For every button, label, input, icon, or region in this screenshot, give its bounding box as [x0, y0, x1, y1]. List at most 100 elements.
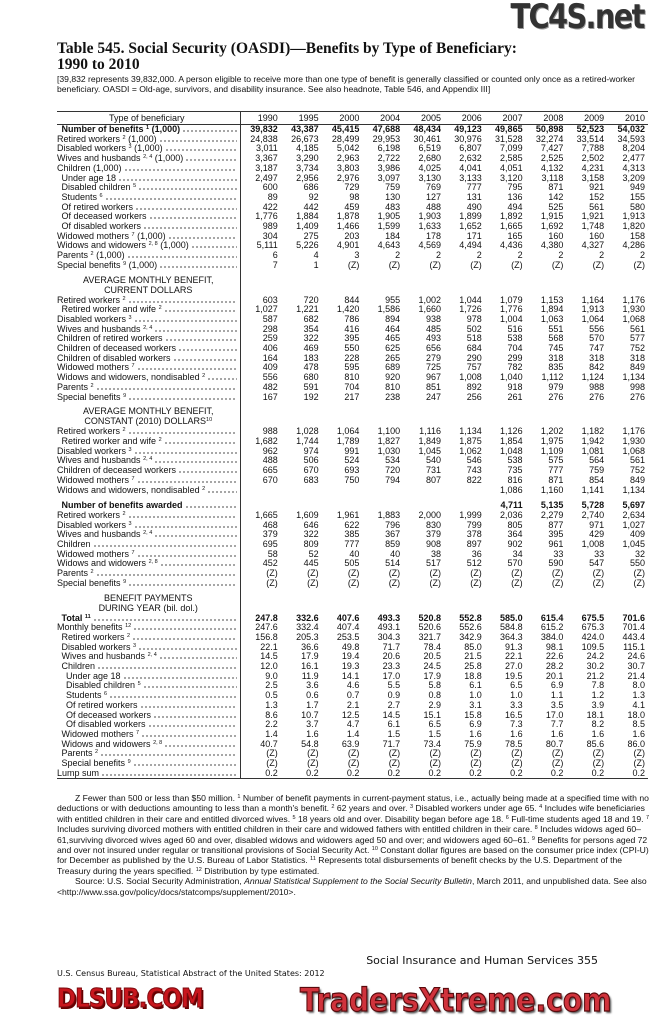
table-cell: 551	[548, 323, 564, 334]
footnote-mark: 6	[505, 814, 509, 821]
row-label-text: Widows and widowers 2, 8	[62, 740, 165, 750]
row-label-wrap: Retired workers 2	[57, 295, 239, 306]
table-cell: 332.4	[296, 622, 319, 633]
table-cell: 178	[425, 230, 441, 241]
table-cell: 1,176	[622, 426, 645, 437]
table-cell: 4.1	[632, 699, 645, 710]
table-row: Retired worker and wife 2 1,027 1,221 1,420…	[57, 305, 648, 315]
row-label-wrap: Widows and widowers 2, 8 (1,000)	[57, 241, 239, 251]
footnote-ref: 3	[128, 446, 132, 453]
table-cell: (Z)	[307, 568, 319, 579]
table-cell: 49,865	[495, 124, 523, 134]
row-label-wrap: Of retired workers	[57, 202, 239, 213]
table-cell: 561	[629, 323, 645, 334]
table-cell: 1.0	[510, 690, 523, 701]
table-cell: 1	[313, 259, 319, 270]
row-label-wrap: Number of benefits 1 (1,000)	[57, 125, 239, 135]
table-cell: 3.9	[591, 699, 605, 710]
row-label-wrap: Parents 2	[57, 382, 239, 393]
row-label-name: Widows and widowers	[57, 241, 147, 251]
table-cell: 0.2	[403, 768, 444, 780]
table-cell: 1,027	[255, 304, 278, 315]
table-cell: 0.2	[484, 768, 526, 780]
row-label-wrap: Monthly benefits 12	[57, 623, 239, 633]
table-cell: 395	[548, 529, 564, 540]
footnote-mark: 3	[409, 804, 414, 811]
table-cell: 591	[303, 381, 319, 392]
empty-cell	[240, 271, 281, 296]
row-label-text: Children	[62, 662, 98, 672]
table-cell: 897	[466, 539, 482, 550]
table-cell: 40	[349, 548, 360, 559]
table-cell: 757	[466, 362, 482, 373]
table-row: Of disabled workers 989 1,409 1,466 1,599 1,6…	[57, 221, 648, 232]
table-cell	[240, 486, 281, 496]
table-cell: 795	[507, 182, 523, 193]
row-label: Students 6	[57, 691, 241, 701]
table-cell: 518	[466, 333, 482, 344]
table-cell: 364	[507, 529, 523, 540]
table-cell: 136	[507, 191, 523, 202]
table-cell: 98.1	[545, 641, 564, 652]
table-cell: 3	[354, 250, 360, 261]
row-label: Wives and husbands 2, 4	[57, 324, 241, 335]
column-header-year: 2006	[443, 111, 485, 125]
table-cell: 203	[344, 230, 360, 241]
table-cell: 17.9	[423, 670, 441, 681]
table-cell: 493	[425, 333, 441, 344]
table-cell: 21.2	[586, 670, 605, 681]
table-cell: 11.9	[301, 670, 319, 681]
footnote-ref: 2	[90, 569, 94, 576]
row-label-name: Monthly benefits	[57, 623, 123, 633]
table-cell: 1,160	[540, 484, 564, 495]
table-cell: 20.6	[382, 651, 401, 662]
table-cell: 14.1	[341, 670, 360, 681]
footnote-ref: 3	[133, 642, 137, 649]
table-cell: 3.3	[510, 699, 523, 710]
footnote-ref: 7	[131, 363, 135, 370]
section-heading-row: AVERAGE MONTHLY BENEFIT, CONSTANT (2010) …	[57, 402, 648, 428]
table-cell: 561	[589, 201, 605, 212]
row-label-text: Disabled workers 3 (1,000)	[57, 144, 165, 154]
table-row: Parents 2 (Z) (Z) (Z) (Z) (Z) (Z) (Z) (Z) (Z) (Z)	[57, 748, 648, 760]
table-cell: 835	[548, 362, 564, 373]
table-cell: (Z)	[388, 748, 401, 759]
table-cell: 322	[303, 333, 319, 344]
table-cell: 2,976	[336, 172, 360, 183]
table-cell: 253.5	[336, 631, 360, 642]
table-cell: 16.1	[301, 661, 319, 672]
row-label: Widowed mothers 7 (1,000)	[57, 231, 241, 242]
table-cell: 1,045	[622, 539, 645, 550]
spacer-row	[57, 495, 648, 502]
table-cell: 318	[548, 352, 564, 363]
row-label-name: Widowed mothers	[57, 363, 130, 373]
row-label: Widowed mothers 7	[57, 729, 241, 740]
section-heading: AVERAGE MONTHLY BENEFIT, CONSTANT (2010) …	[57, 402, 241, 428]
table-cell: 534	[385, 455, 401, 466]
row-label-name: Parents	[57, 569, 89, 579]
column-header-year: 2004	[362, 111, 404, 125]
table-cell: (Z)	[551, 568, 564, 579]
table-cell: 777	[466, 182, 482, 193]
publication-footer: U.S. Census Bureau, Statistical Abstract…	[57, 969, 325, 978]
table-cell: 570	[507, 558, 523, 569]
table-cell: 752	[629, 343, 645, 354]
table-cell: 4,185	[296, 143, 319, 154]
table-cell: 1.3	[632, 690, 645, 701]
table-cell: (Z)	[266, 577, 278, 588]
row-label-name: Retired worker and wife	[61, 305, 157, 315]
table-cell: 445	[303, 558, 319, 569]
row-label-wrap: Children	[57, 662, 239, 672]
table-cell: 1,030	[377, 445, 401, 456]
table-cell: 24,838	[250, 133, 278, 144]
dot-leader	[154, 324, 237, 332]
row-label-wrap: Widowed mothers 7	[57, 475, 239, 486]
row-label-name: Retired workers	[57, 134, 121, 144]
table-cell: 842	[589, 362, 605, 373]
footnote-ref: 2, 4	[143, 530, 153, 537]
table-cell: 12.5	[341, 709, 360, 720]
table-cell: 7	[272, 259, 278, 270]
table-cell: 379	[262, 529, 278, 540]
table-cell: 217	[344, 391, 360, 402]
table-cell: 45,415	[331, 124, 360, 134]
